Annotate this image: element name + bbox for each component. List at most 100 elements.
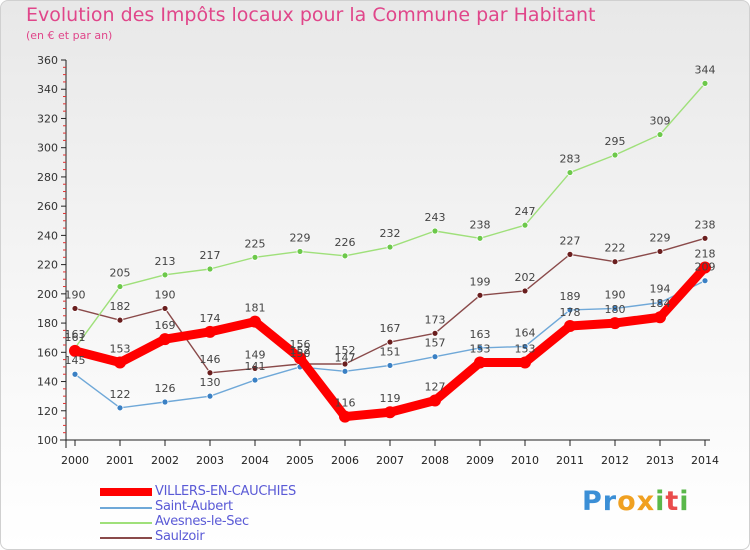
data-point — [296, 248, 304, 255]
data-point — [699, 261, 711, 274]
x-tick-label: 2012 — [601, 454, 629, 467]
data-point — [386, 243, 394, 251]
data-point — [116, 316, 124, 324]
data-point — [161, 271, 169, 279]
data-point — [341, 252, 349, 260]
logo-letter: t — [665, 486, 680, 517]
data-label: 222 — [605, 242, 626, 255]
logo-letter: x — [636, 486, 656, 517]
data-label: 169 — [155, 319, 176, 332]
data-label: 161 — [65, 331, 86, 344]
data-point — [519, 356, 531, 369]
data-label: 151 — [380, 345, 401, 358]
data-label: 218 — [695, 248, 716, 261]
y-tick-label: 220 — [37, 259, 58, 272]
logo-letter: o — [617, 486, 637, 517]
data-point — [161, 398, 169, 406]
chart-title: Evolution des Impôts locaux pour la Comm… — [26, 4, 596, 26]
data-label: 146 — [200, 353, 221, 366]
data-point — [521, 221, 529, 229]
legend-label: Saint-Aubert — [155, 499, 233, 514]
y-tick-label: 100 — [37, 434, 58, 447]
data-point — [656, 248, 664, 255]
data-label: 167 — [380, 322, 401, 335]
data-point — [566, 169, 574, 176]
data-point — [476, 234, 484, 242]
data-label: 150 — [290, 347, 311, 360]
data-label: 190 — [65, 288, 86, 301]
data-label: 174 — [200, 312, 221, 325]
x-tick-label: 2002 — [151, 454, 179, 467]
data-point — [654, 311, 666, 324]
data-point — [521, 343, 529, 350]
data-point — [341, 367, 349, 375]
data-label: 116 — [335, 397, 356, 410]
data-label: 213 — [155, 255, 176, 268]
data-label: 226 — [335, 236, 356, 249]
data-label: 238 — [470, 218, 491, 231]
x-tick-label: 2010 — [511, 454, 539, 467]
data-label: 225 — [245, 237, 266, 250]
data-point — [611, 305, 619, 312]
data-label: 283 — [560, 153, 581, 166]
series-avesnes-le-sec — [71, 79, 709, 352]
chart-subtitle: (en € et par an) — [26, 29, 113, 42]
data-label: 205 — [110, 267, 131, 280]
x-tick-label: 2004 — [241, 454, 269, 467]
x-tick-label: 2008 — [421, 454, 449, 467]
logo-letter: i — [655, 486, 666, 517]
y-tick-label: 340 — [37, 83, 58, 96]
data-label: 217 — [200, 249, 221, 262]
data-label: 309 — [650, 115, 671, 128]
y-tick-label: 180 — [37, 317, 58, 330]
data-label: 141 — [245, 360, 266, 373]
data-label: 149 — [245, 348, 266, 361]
data-label: 152 — [335, 344, 356, 357]
data-point — [384, 406, 396, 419]
data-label: 190 — [155, 288, 176, 301]
data-point — [564, 320, 576, 332]
data-point — [251, 364, 259, 372]
data-label: 202 — [515, 271, 536, 284]
data-point — [161, 305, 169, 312]
x-tick-label: 2009 — [466, 454, 494, 467]
data-point — [611, 151, 619, 159]
data-point — [701, 277, 709, 285]
data-point — [71, 370, 79, 378]
data-point — [431, 329, 439, 337]
data-label: 163 — [65, 328, 86, 341]
data-label: 232 — [380, 227, 401, 240]
x-tick-label: 2014 — [691, 454, 719, 467]
data-label: 153 — [110, 343, 131, 356]
data-label: 194 — [650, 283, 671, 296]
x-tick-label: 2000 — [61, 454, 89, 467]
y-tick-label: 200 — [37, 288, 58, 301]
data-point — [566, 306, 574, 314]
data-label: 147 — [335, 351, 356, 364]
legend-swatch — [100, 507, 152, 509]
legend-label: Saulzoir — [155, 529, 205, 544]
legend-swatch — [100, 537, 152, 539]
y-tick-label: 360 — [37, 54, 58, 67]
data-point — [429, 394, 441, 407]
x-tick-label: 2013 — [646, 454, 674, 467]
data-point — [69, 344, 81, 357]
data-point — [206, 369, 214, 377]
data-point — [476, 344, 484, 352]
data-point — [431, 227, 439, 235]
data-label: 189 — [560, 290, 581, 303]
data-point — [476, 291, 484, 299]
data-label: 122 — [110, 388, 131, 401]
data-label: 156 — [290, 338, 311, 351]
data-label: 163 — [470, 328, 491, 341]
x-tick-label: 2006 — [331, 454, 359, 467]
data-label: 181 — [245, 302, 266, 315]
legend-swatch — [100, 488, 152, 496]
data-point — [206, 392, 214, 400]
data-point — [386, 338, 394, 346]
y-tick-label: 280 — [37, 171, 58, 184]
data-point — [251, 253, 259, 261]
data-point — [701, 234, 709, 242]
data-label: 126 — [155, 382, 176, 395]
